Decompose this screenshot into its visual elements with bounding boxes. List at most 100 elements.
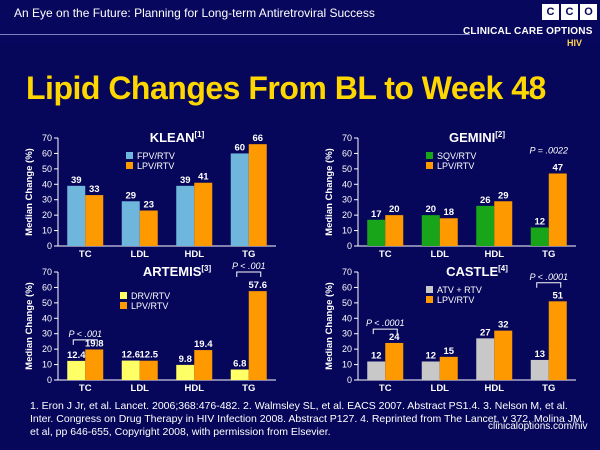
data-label: 6.8 [233, 359, 246, 370]
bar [67, 185, 86, 246]
header-divider [0, 34, 470, 35]
legend-label: FPV/RTV [137, 151, 175, 161]
header-bar [0, 0, 600, 44]
x-tick-label: TC [379, 249, 392, 258]
chart-title: GEMINI[2] [449, 130, 505, 145]
data-label: 19.4 [194, 339, 213, 350]
bar [421, 361, 440, 380]
y-tick-label: 30 [42, 195, 52, 205]
data-label: 12.4 [67, 350, 86, 361]
data-label: 57.6 [249, 280, 268, 291]
bar [548, 173, 567, 246]
legend-label: LPV/RTV [437, 161, 474, 171]
x-tick-label: TG [542, 249, 555, 258]
legend-swatch [126, 162, 133, 169]
y-axis-label: Median Change (%) [324, 148, 335, 236]
logo-letter: O [580, 4, 597, 20]
data-label: 29 [498, 190, 509, 201]
slide-title: Lipid Changes From BL to Week 48 [26, 70, 546, 106]
data-label: 20 [425, 204, 436, 215]
artemis-chart: Median Change (%) 0 10 20 30 40 50 60 70 12.419.8… [24, 262, 276, 392]
bar [367, 361, 386, 380]
bar [67, 360, 86, 380]
data-label: 27 [480, 327, 491, 338]
castle-chart: Median Change (%) 0 10 20 30 40 50 60 70 12 24 TC 12… [324, 264, 576, 392]
x-tick-label: LDL [431, 249, 450, 258]
legend-label: SQV/RTV [437, 151, 476, 161]
x-tick-label: HDL [484, 383, 504, 392]
bar [85, 349, 104, 380]
data-label: 12 [534, 216, 545, 227]
bar [439, 218, 458, 246]
y-tick-label: 40 [342, 179, 352, 189]
p-value-label: P = .0022 [530, 146, 568, 156]
y-tick-label: 70 [42, 133, 52, 143]
bar [530, 359, 549, 380]
bar [121, 201, 140, 246]
p-value-bracket [372, 328, 398, 335]
logo-subtitle: HIV [567, 38, 583, 48]
y-tick-label: 20 [342, 344, 352, 354]
legend-swatch [126, 152, 133, 159]
y-tick-label: 10 [42, 360, 52, 370]
y-tick-label: 0 [47, 375, 52, 385]
p-value-bracket [536, 282, 562, 288]
p-value-label: P < .001 [232, 262, 265, 271]
bar [548, 301, 567, 380]
data-label: 12.6 [122, 350, 141, 361]
y-tick-label: 10 [42, 226, 52, 236]
legend-swatch [426, 296, 433, 303]
data-label: 29 [125, 190, 136, 201]
legend-swatch [426, 286, 433, 293]
y-tick-label: 0 [347, 375, 352, 385]
legend-swatch [426, 162, 433, 169]
bar [530, 227, 549, 246]
legend-label: LPV/RTV [131, 301, 168, 311]
data-label: 18 [443, 207, 454, 218]
data-label: 39 [71, 175, 82, 186]
y-tick-label: 70 [342, 133, 352, 143]
data-label: 9.8 [179, 354, 192, 365]
y-tick-label: 60 [342, 282, 352, 292]
legend-swatch [120, 292, 127, 299]
chart-title: ARTEMIS[3] [143, 264, 212, 279]
x-tick-label: LDL [131, 383, 150, 392]
bar [139, 360, 158, 380]
bar [439, 356, 458, 380]
bar [476, 338, 495, 380]
y-tick-label: 70 [42, 267, 52, 277]
bar [367, 219, 386, 246]
data-label: 32 [498, 320, 509, 331]
logo-letter: C [561, 4, 578, 20]
y-tick-label: 50 [342, 164, 352, 174]
bar [385, 215, 404, 246]
x-tick-label: TG [242, 383, 255, 392]
data-label: 41 [198, 172, 209, 183]
logo: C C O [542, 4, 597, 20]
x-tick-label: TG [242, 249, 255, 258]
y-tick-label: 30 [342, 329, 352, 339]
y-tick-label: 20 [42, 344, 52, 354]
y-tick-label: 40 [342, 313, 352, 323]
x-tick-label: HDL [184, 383, 204, 392]
x-tick-label: TC [379, 383, 392, 392]
chart-title: KLEAN[1] [150, 130, 205, 145]
site-url: clinicaloptions.com/hiv [488, 421, 588, 432]
data-label: 15 [443, 346, 454, 357]
y-tick-label: 50 [342, 298, 352, 308]
data-label: 26 [480, 195, 491, 206]
data-label: 66 [252, 133, 263, 144]
p-value-bracket [236, 271, 262, 277]
bar [421, 215, 440, 246]
y-tick-label: 40 [42, 313, 52, 323]
y-tick-label: 20 [342, 210, 352, 220]
p-value-bracket [72, 339, 98, 345]
legend-label: ATV + RTV [437, 285, 482, 295]
bar [85, 195, 104, 246]
gemini-chart: Median Change (%) 0 10 20 30 40 50 60 70 17 20 TC 20… [324, 130, 576, 258]
bar [194, 350, 213, 380]
bar [230, 369, 249, 380]
y-tick-label: 10 [342, 360, 352, 370]
bar [230, 153, 249, 246]
data-label: 12 [371, 350, 382, 361]
